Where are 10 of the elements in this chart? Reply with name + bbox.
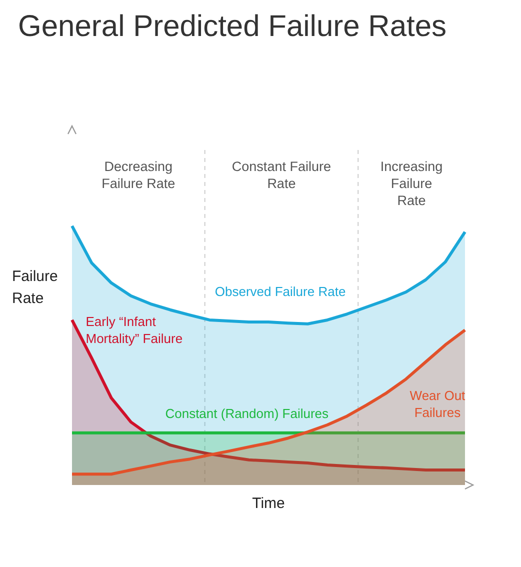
series-label: Observed Failure Rate [214, 283, 347, 300]
text: Increasing Failure Rate [379, 158, 444, 209]
x-axis-title: Time [251, 495, 286, 512]
y-axis-title: Failure Rate [12, 267, 59, 309]
series-label: Wear Out Failures [408, 386, 466, 421]
series-label: Early “Infant Mortality” Failure [86, 313, 184, 348]
text: Constant Failure Rate [230, 158, 332, 192]
series-label: Constant (Random) Failures [164, 405, 330, 422]
text: Decreasing Failure Rate [100, 158, 176, 192]
chart-title: General Predicted Failure Rates [18, 10, 447, 44]
